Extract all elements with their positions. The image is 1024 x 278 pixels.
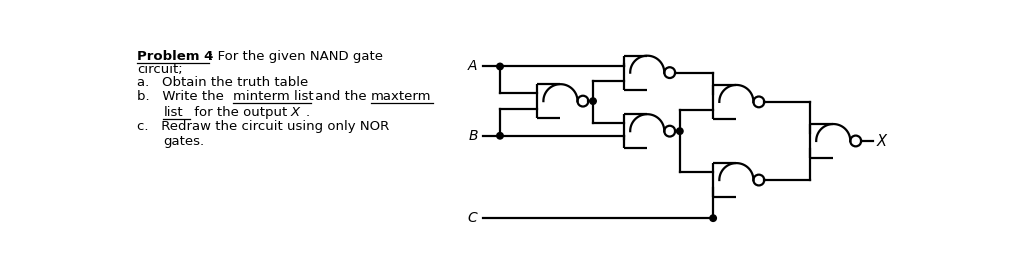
Text: $C$: $C$: [467, 211, 478, 225]
Text: and the: and the: [311, 90, 371, 103]
Circle shape: [497, 133, 503, 139]
Text: X: X: [291, 106, 299, 119]
Text: $A$: $A$: [467, 59, 478, 73]
Text: : For the given NAND gate: : For the given NAND gate: [209, 49, 383, 63]
Text: for the output: for the output: [189, 106, 291, 119]
Text: $B$: $B$: [468, 129, 478, 143]
Text: $X$: $X$: [876, 133, 889, 149]
Text: list: list: [163, 106, 183, 119]
Text: .: .: [306, 106, 310, 119]
Text: maxterm: maxterm: [371, 90, 431, 103]
Text: c.   Redraw the circuit using only NOR: c. Redraw the circuit using only NOR: [137, 120, 389, 133]
Text: minterm list: minterm list: [233, 90, 313, 103]
Text: a.   Obtain the truth table: a. Obtain the truth table: [137, 76, 308, 90]
Circle shape: [590, 98, 596, 104]
Circle shape: [677, 128, 683, 134]
Text: Problem 4: Problem 4: [137, 49, 214, 63]
Circle shape: [497, 63, 503, 70]
Text: gates.: gates.: [163, 135, 205, 148]
Circle shape: [710, 215, 717, 221]
Text: b.   Write the: b. Write the: [137, 90, 228, 103]
Text: circuit;: circuit;: [137, 63, 183, 76]
